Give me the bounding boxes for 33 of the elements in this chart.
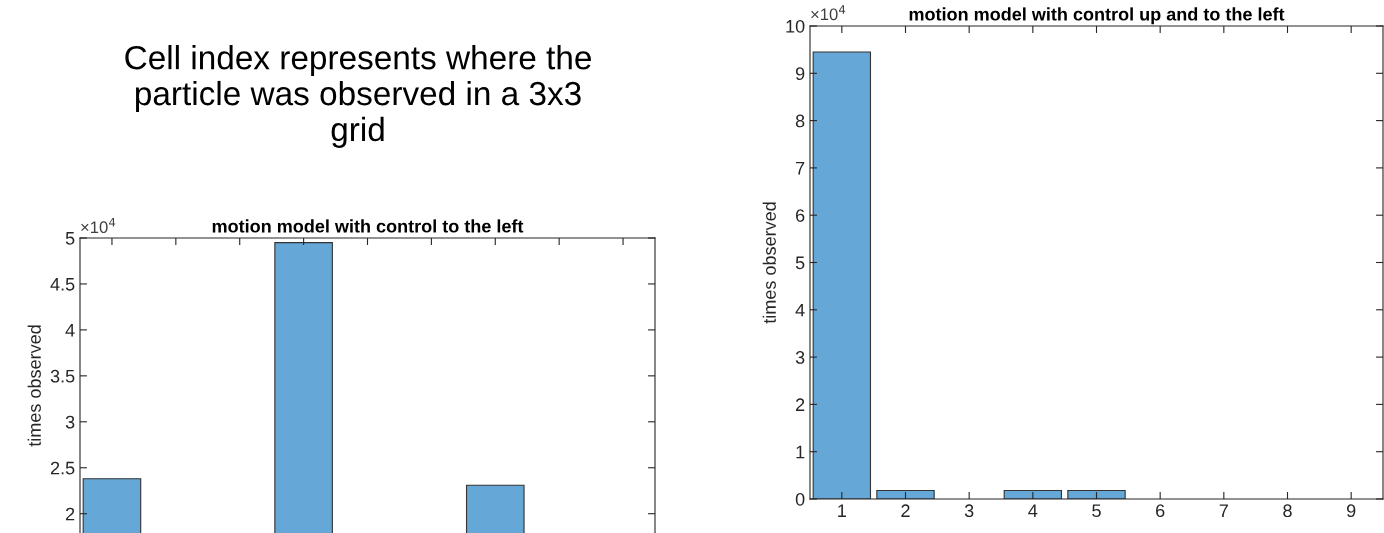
y-tick-label: 4 (65, 324, 75, 337)
text: ×10$^{4}$ (811, 5, 846, 21)
y-axis-title: times observed (27, 325, 41, 447)
y-tick-label: 4.5 (50, 278, 75, 291)
y-tick-label: 3 (795, 351, 805, 364)
y-tick-label: 10 (786, 19, 805, 33)
y-tick-label: 3.5 (50, 369, 75, 383)
y-axis-title: times observed (762, 202, 776, 324)
y-tick-label: 3 (65, 415, 75, 429)
x-tick-label: 9 (1346, 504, 1356, 518)
chart-title: motion model with control up and to the left (909, 7, 1285, 25)
x-tick-label: 4 (1028, 504, 1038, 517)
x-tick-label: 5 (1092, 504, 1101, 518)
y-tick-label: 9 (795, 67, 805, 81)
y-tick-label: 2.5 (50, 461, 75, 475)
y-tick-label: 0 (795, 492, 805, 506)
text: ×10$^{4}$ (81, 218, 116, 234)
x-tick-label: 7 (1219, 504, 1228, 517)
y-tick-label: 5 (65, 232, 75, 245)
x-tick-label: 1 (838, 504, 846, 517)
text: Cell index represents where the particle was observed in a 3x3 grid (125, 45, 591, 148)
y-tick-label: 6 (796, 209, 805, 222)
y-tick-label: 5 (795, 256, 805, 270)
x-tick-label: 2 (901, 504, 910, 517)
y-tick-label: 4 (795, 303, 805, 317)
x-tick-label: 6 (1156, 504, 1165, 518)
y-tick-label: 2 (796, 398, 805, 411)
chart-title: motion model with control to the left (212, 219, 524, 233)
x-tick-label: 8 (1283, 504, 1292, 518)
y-tick-label: 8 (795, 114, 805, 128)
y-tick-label: 7 (796, 162, 805, 175)
x-tick-label: 3 (964, 504, 974, 518)
y-tick-label: 1 (796, 445, 805, 459)
